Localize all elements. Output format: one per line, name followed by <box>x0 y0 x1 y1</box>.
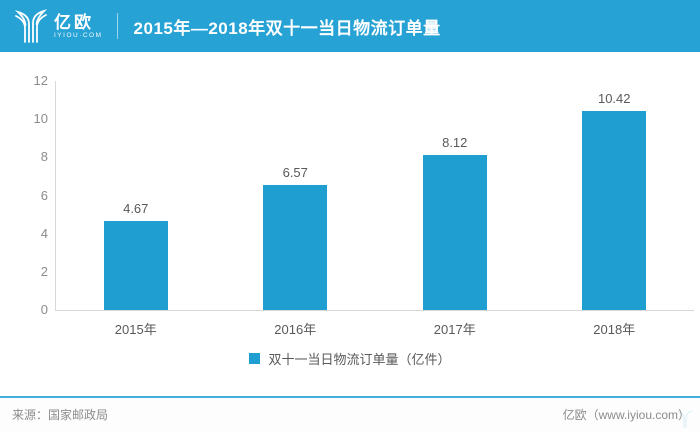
legend-label: 双十一当日物流订单量（亿件） <box>268 351 451 367</box>
bar-chart: 4.67 2015年 6.57 2016年 8.12 2017年 10.42 2018年 0 2… <box>0 52 700 396</box>
header-divider <box>116 13 118 39</box>
y-tick-label: 12 <box>33 73 48 88</box>
bar-column: 10.42 2018年 <box>535 81 695 337</box>
bar-column: 8.12 2017年 <box>375 81 535 337</box>
bar <box>582 111 647 310</box>
y-tick-label: 0 <box>40 302 48 317</box>
source-text: 来源：国家邮政局 <box>12 408 109 422</box>
page-title: 2015年—2018年双十一当日物流订单量 <box>133 18 441 38</box>
footer-bar: 来源：国家邮政局 亿欧（www.iyiou.com） <box>0 396 700 431</box>
bar-value-label: 4.67 <box>123 200 149 216</box>
x-category-label: 2016年 <box>274 322 317 337</box>
brand-name: 亿欧 <box>54 12 94 32</box>
y-tick-label: 4 <box>40 225 48 241</box>
bar <box>103 220 168 310</box>
y-tick-label: 6 <box>40 187 48 203</box>
bars-row: 4.67 2015年 6.57 2016年 8.12 2017年 10.42 2018年 <box>56 81 695 337</box>
watermark-logo-icon <box>677 410 693 429</box>
plot-area: 4.67 2015年 6.57 2016年 8.12 2017年 10.42 2018年 0 2… <box>34 73 695 337</box>
brand-subtitle: IYIOU·COM <box>54 31 103 39</box>
credit-text: 亿欧（www.iyiou.com） <box>562 408 690 422</box>
bar-value-label: 6.57 <box>282 164 308 180</box>
y-tick-label: 2 <box>40 263 48 279</box>
bar-column: 4.67 2015年 <box>56 81 216 337</box>
bar-value-label: 10.42 <box>597 91 631 107</box>
header-bar: 亿欧 IYIOU·COM 2015年—2018年双十一当日物流订单量 <box>0 0 700 52</box>
legend-swatch <box>249 352 261 364</box>
bar <box>263 184 328 310</box>
x-category-label: 2015年 <box>114 322 157 337</box>
chart-legend: 双十一当日物流订单量（亿件） <box>0 348 700 368</box>
bar-value-label: 8.12 <box>442 135 468 151</box>
brand-text: 亿欧 IYIOU·COM <box>54 12 103 39</box>
y-tick-label: 8 <box>40 149 48 165</box>
iyiou-logo-icon <box>14 9 48 43</box>
bar <box>422 155 487 310</box>
brand-logo: 亿欧 IYIOU·COM <box>14 8 103 44</box>
bar-column: 6.57 2016年 <box>216 81 376 337</box>
x-category-label: 2018年 <box>593 322 636 337</box>
y-tick-label: 10 <box>33 111 48 127</box>
x-category-label: 2017年 <box>433 322 476 337</box>
